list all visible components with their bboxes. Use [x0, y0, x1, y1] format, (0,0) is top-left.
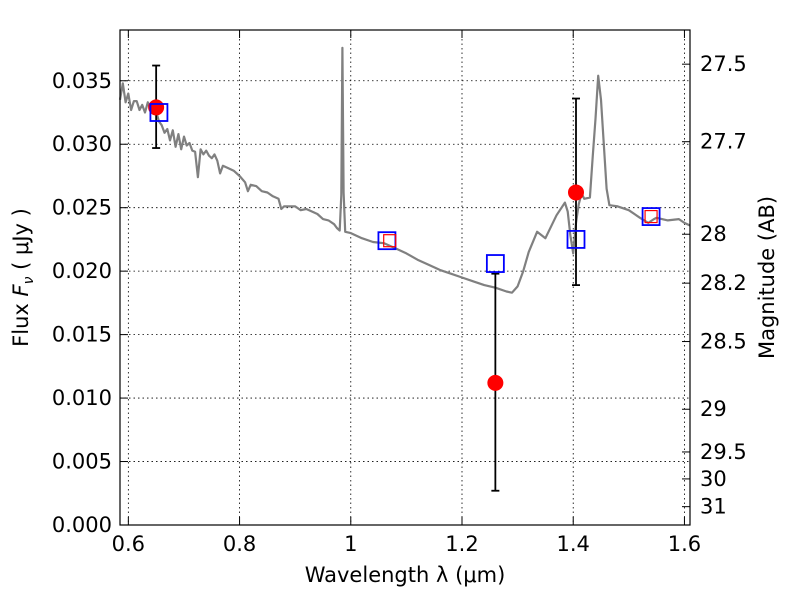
x-tick-label: 1.2	[445, 532, 478, 556]
mag-tick-label: 27.5	[700, 52, 747, 76]
x-tick-label: 1	[344, 532, 357, 556]
y-axis-title-prefix: Flux	[9, 297, 33, 347]
model-flux-small-square	[644, 209, 658, 224]
mag-tick-label: 28.2	[700, 271, 747, 295]
y-tick-label: 0.010	[52, 386, 112, 410]
axis-ticks: 0.6 0.8 1 1.2 1.4 1.6 0.000 0.005 0.010 0.015 0.02…	[52, 30, 747, 556]
mag-tick-label: 29.5	[700, 440, 747, 464]
grid-lines	[120, 30, 690, 526]
y-axis-title-suffix: ( μJy )	[9, 208, 33, 276]
model-flux-square	[641, 207, 661, 226]
x-tick-label: 1.6	[668, 532, 701, 556]
model-flux-small-square	[383, 234, 397, 248]
x-tick-label: 0.8	[223, 532, 256, 556]
model-flux-square	[566, 230, 586, 249]
y2-axis-title: Magnitude (AB)	[755, 196, 779, 359]
observed-data-point	[487, 374, 504, 391]
y-tick-label: 0.030	[52, 132, 112, 156]
mag-tick-label: 27.7	[700, 130, 747, 154]
x-axis-title: Wavelength λ (μm)	[305, 563, 506, 587]
y-axis-title-subscript: ν	[21, 276, 37, 284]
mag-tick-label: 30	[700, 467, 727, 491]
y-tick-label: 0.005	[52, 450, 112, 474]
observed-data-point	[568, 184, 584, 201]
plot-frame	[119, 29, 691, 526]
y-tick-label: 0.025	[52, 196, 112, 220]
y-tick-label: 0.000	[52, 513, 112, 537]
mag-tick-label: 28	[700, 222, 727, 246]
x-tick-label: 0.6	[112, 532, 145, 556]
y-tick-label: 0.035	[52, 69, 112, 93]
x-tick-label: 1.4	[557, 532, 590, 556]
mag-tick-label: 28.5	[700, 330, 747, 354]
y-tick-label: 0.015	[52, 323, 112, 347]
y-axis-title-symbol: F	[9, 284, 33, 297]
mag-tick-label: 31	[700, 495, 727, 519]
y-tick-label: 0.020	[52, 259, 112, 283]
model-spectrum-line	[118, 46, 691, 294]
model-flux-square	[149, 103, 169, 122]
model-flux-square	[485, 254, 505, 273]
mag-tick-label: 29	[700, 397, 727, 421]
y-axis-title: Flux Fν ( μJy )	[9, 208, 37, 347]
plot-area	[118, 46, 691, 492]
